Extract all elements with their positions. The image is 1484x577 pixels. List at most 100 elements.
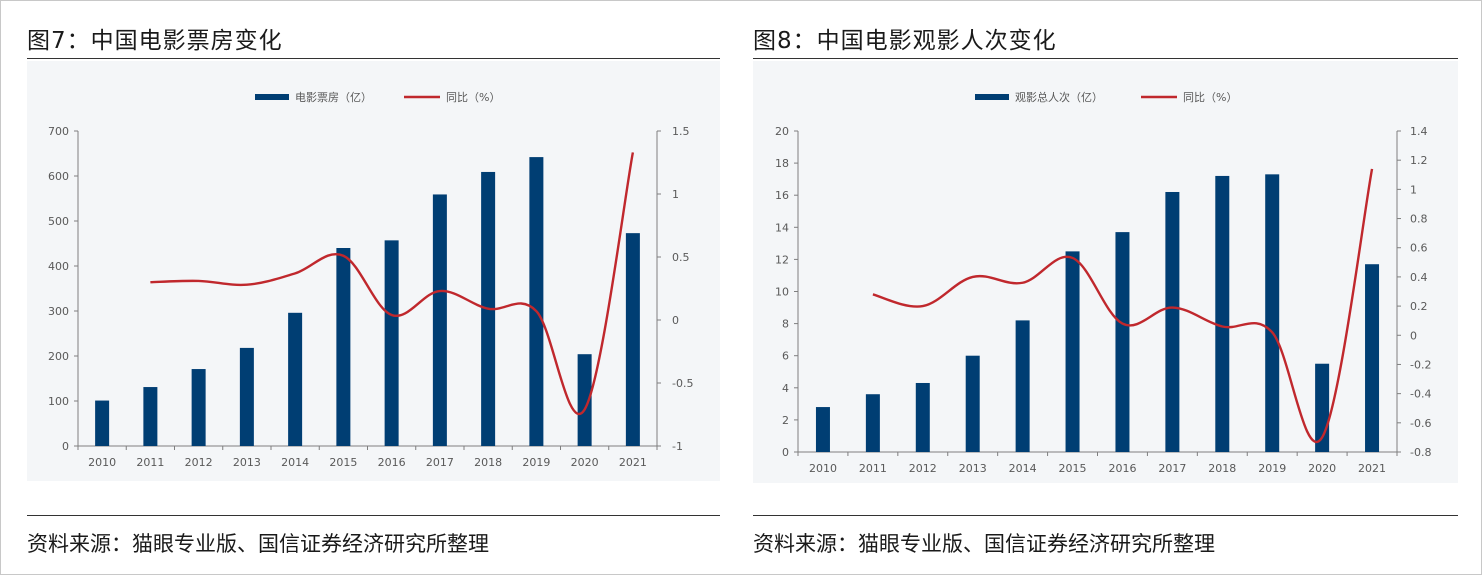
left-axis-tick-label: 700 (48, 125, 69, 138)
chart-background (753, 61, 1458, 483)
left-axis-tick-label: 100 (48, 395, 69, 408)
right-axis-tick-label: -0.5 (672, 377, 693, 390)
bar-2017 (1165, 191, 1180, 453)
right-axis-tick-label: -1 (672, 440, 683, 453)
bar-2018 (1215, 175, 1230, 452)
figure-7-title: 图7：中国电影票房变化 (27, 28, 283, 54)
x-axis-tick-label: 2015 (329, 456, 357, 469)
x-axis-tick-label: 2016 (378, 456, 406, 469)
figure-8-bottom-rule (753, 515, 1458, 516)
x-axis-tick-label: 2014 (1009, 462, 1037, 475)
bar-2016 (384, 240, 399, 446)
x-axis-tick-label: 2021 (619, 456, 647, 469)
right-axis-tick-label: -0.8 (1410, 446, 1431, 459)
admissions-chart: 0 2 4 6 8 10 12 14 16 18 20 -0.8 -0.6 -0.4 -0.2 0 0.2 0.4… (753, 61, 1458, 483)
right-axis-tick-label: 0 (672, 314, 679, 327)
bar-2019 (1265, 174, 1280, 452)
x-axis-tick-label: 2012 (909, 462, 937, 475)
x-axis-tick-label: 2021 (1358, 462, 1386, 475)
legend-bar-label: 观影总人次（亿） (1015, 90, 1103, 104)
x-axis-tick-label: 2018 (474, 456, 502, 469)
right-axis-tick-label: -0.2 (1410, 358, 1431, 371)
x-axis-tick-label: 2020 (571, 456, 599, 469)
x-axis-tick-label: 2015 (1059, 462, 1087, 475)
left-axis-tick-label: 10 (775, 286, 789, 299)
bar-2010 (815, 407, 830, 452)
x-axis-tick-label: 2020 (1308, 462, 1336, 475)
left-axis-tick-label: 12 (775, 253, 789, 266)
bar-2013 (965, 355, 980, 452)
bar-2017 (432, 194, 447, 446)
bar-2011 (143, 387, 158, 446)
bar-2014 (1015, 320, 1030, 452)
legend-line-label: 同比（%） (1183, 91, 1237, 104)
bar-2015 (336, 248, 351, 446)
left-axis-tick-label: 16 (775, 189, 789, 202)
x-axis-tick-label: 2014 (281, 456, 309, 469)
bar-2012 (915, 382, 930, 452)
x-axis-tick-label: 2010 (809, 462, 837, 475)
bar-2015 (1065, 251, 1080, 452)
x-axis-tick-label: 2017 (1158, 462, 1186, 475)
bar-2019 (529, 157, 544, 446)
x-axis-tick-label: 2011 (859, 462, 887, 475)
x-axis-tick-label: 2010 (88, 456, 116, 469)
legend-bar-swatch (975, 94, 1009, 100)
legend-bar-swatch (255, 94, 289, 100)
left-axis-tick-label: 6 (782, 350, 789, 363)
legend-bar-label: 电影票房（亿） (295, 91, 372, 104)
chart-background (27, 61, 720, 481)
bar-2016 (1115, 232, 1130, 452)
left-axis-tick-label: 500 (48, 215, 69, 228)
right-axis-tick-label: 0.8 (1410, 213, 1428, 226)
left-axis-tick-label: 200 (48, 350, 69, 363)
x-axis-tick-label: 2013 (959, 462, 987, 475)
bar-2010 (95, 400, 110, 446)
figure-7-source: 资料来源：猫眼专业版、国信证券经济研究所整理 (27, 532, 489, 556)
x-axis-tick-label: 2012 (185, 456, 213, 469)
yoy-growth-line (150, 152, 635, 415)
left-axis-tick-label: 20 (775, 125, 789, 138)
right-axis-tick-label: 0.6 (1410, 242, 1428, 255)
bar-2013 (239, 347, 254, 446)
legend-line-label: 同比（%） (446, 91, 500, 104)
bar-2014 (288, 312, 303, 446)
right-axis-tick-label: 0.2 (1410, 300, 1428, 313)
x-axis-tick-label: 2016 (1108, 462, 1136, 475)
x-axis-tick-label: 2019 (1258, 462, 1286, 475)
right-axis-tick-label: 0 (1410, 329, 1417, 342)
figure-8-title: 图8：中国电影观影人次变化 (753, 28, 1057, 54)
right-axis-tick-label: 1.5 (672, 125, 690, 138)
right-axis-tick-label: 0.4 (1410, 271, 1428, 284)
left-axis-tick-label: 600 (48, 170, 69, 183)
figure-7-top-rule (27, 58, 720, 59)
x-axis-tick-label: 2013 (233, 456, 261, 469)
left-axis-tick-label: 400 (48, 260, 69, 273)
figure-8-top-rule (753, 58, 1458, 59)
x-axis-tick-label: 2011 (136, 456, 164, 469)
box-office-chart: 0 100 200 300 400 500 600 700 -1 -0.5 0 0.5 1 1.5 2010… (27, 61, 720, 481)
right-axis-tick-label: 1 (1410, 183, 1417, 196)
right-axis-tick-label: -0.4 (1410, 388, 1431, 401)
left-axis-tick-label: 14 (775, 221, 789, 234)
right-axis-tick-label: 1.2 (1410, 154, 1428, 167)
left-axis-tick-label: 18 (775, 157, 789, 170)
bar-2012 (191, 369, 206, 446)
bar-2021 (1365, 264, 1380, 452)
right-axis-tick-label: 0.5 (672, 251, 690, 264)
x-axis-tick-label: 2018 (1208, 462, 1236, 475)
right-axis-tick-label: 1.4 (1410, 125, 1428, 138)
x-axis-tick-label: 2019 (522, 456, 550, 469)
right-axis-tick-label: 1 (672, 188, 679, 201)
x-axis-tick-label: 2017 (426, 456, 454, 469)
left-axis-tick-label: 4 (782, 382, 789, 395)
left-axis-tick-label: 8 (782, 318, 789, 331)
figure-8-source: 资料来源：猫眼专业版、国信证券经济研究所整理 (753, 532, 1215, 556)
left-axis-tick-label: 0 (782, 446, 789, 459)
left-axis-tick-label: 300 (48, 305, 69, 318)
bar-2021 (625, 233, 640, 446)
left-axis-tick-label: 0 (62, 440, 69, 453)
bar-2020 (577, 354, 592, 446)
figure-7-bottom-rule (27, 515, 720, 516)
